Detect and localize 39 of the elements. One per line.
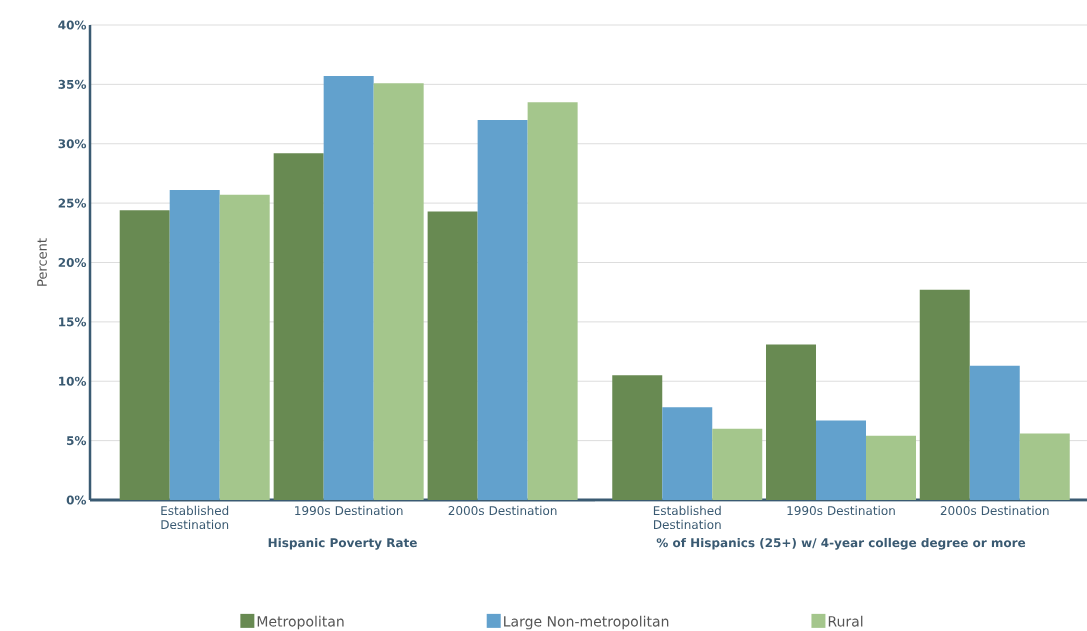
bar [169, 190, 220, 500]
x-tick-label: Established Destination [161, 505, 229, 530]
y-tick-label: 40% [58, 20, 87, 30]
y-tick-label: 20% [58, 257, 87, 268]
bar [662, 407, 713, 500]
bar [866, 435, 916, 500]
x-tick-label: 2000s Destination [940, 505, 1049, 516]
y-tick-label: 25% [58, 198, 87, 208]
y-tick-label: 35% [58, 79, 87, 89]
bar [477, 119, 528, 500]
y-axis-title: Percent [37, 238, 47, 286]
y-tick-label: 0% [66, 495, 87, 505]
legend-label: Rural [828, 615, 863, 627]
bar [766, 344, 816, 500]
legend-label: Metropolitan [257, 615, 344, 630]
bar [373, 83, 424, 500]
bar [527, 102, 578, 500]
x-tick-label: 2000s Destination [448, 505, 557, 516]
x-tick-label: 1990s Destination [295, 505, 403, 516]
y-tick-label: 30% [58, 139, 87, 149]
bar [427, 211, 478, 500]
bar [323, 76, 374, 500]
legend-label: Large Non-metropolitan [504, 615, 669, 630]
bar [969, 365, 1020, 500]
y-tick-label: 10% [59, 376, 87, 386]
x-tick-label: Established Destination [653, 505, 721, 530]
bar [273, 153, 324, 500]
bar [816, 420, 866, 500]
bar [712, 428, 763, 500]
bar [219, 194, 270, 500]
x-tick-label: 1990s Destination [787, 505, 895, 516]
bar [919, 289, 970, 500]
y-tick-label: 5% [67, 436, 87, 446]
x-axis-title: Hispanic Poverty Rate [268, 537, 417, 550]
bar [119, 210, 170, 500]
bar [1019, 433, 1070, 500]
bar [612, 375, 663, 500]
x-axis-title: % of Hispanics (25+) w/ 4-year college degree or more [656, 537, 1026, 550]
y-tick-label: 15% [59, 317, 87, 327]
